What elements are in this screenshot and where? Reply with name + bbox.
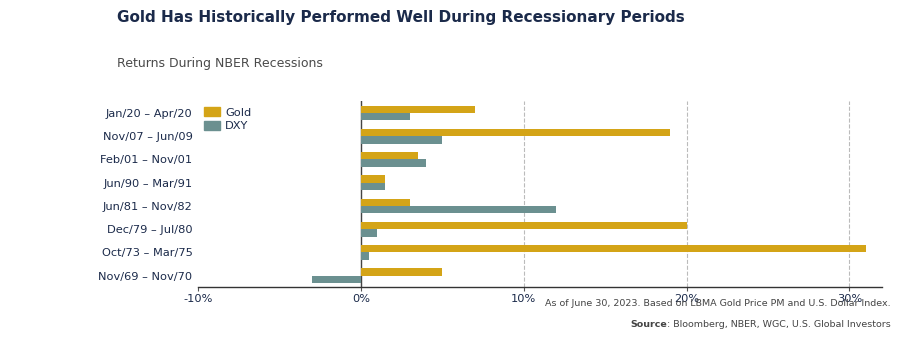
Bar	[361, 105, 475, 113]
Bar	[312, 276, 361, 283]
Bar	[361, 206, 556, 213]
Bar	[361, 129, 670, 136]
Legend: Gold, DXY: Gold, DXY	[203, 107, 252, 131]
Text: : Bloomberg, NBER, WGC, U.S. Global Investors: : Bloomberg, NBER, WGC, U.S. Global Inve…	[667, 320, 891, 330]
Bar	[361, 229, 377, 237]
Bar	[361, 183, 385, 190]
Text: Source: Source	[631, 320, 667, 330]
Bar	[361, 268, 442, 276]
Bar	[361, 252, 369, 260]
Bar	[361, 198, 410, 206]
Text: Returns During NBER Recessions: Returns During NBER Recessions	[117, 57, 323, 70]
Bar	[361, 136, 442, 144]
Bar	[361, 160, 426, 167]
Text: Gold Has Historically Performed Well During Recessionary Periods: Gold Has Historically Performed Well Dur…	[117, 10, 685, 25]
Bar	[361, 245, 866, 252]
Bar	[361, 222, 687, 229]
Bar	[361, 113, 410, 120]
Text: As of June 30, 2023. Based on LBMA Gold Price PM and U.S. Dollar Index.: As of June 30, 2023. Based on LBMA Gold …	[545, 299, 891, 308]
Bar	[361, 175, 385, 183]
Bar	[361, 152, 418, 160]
